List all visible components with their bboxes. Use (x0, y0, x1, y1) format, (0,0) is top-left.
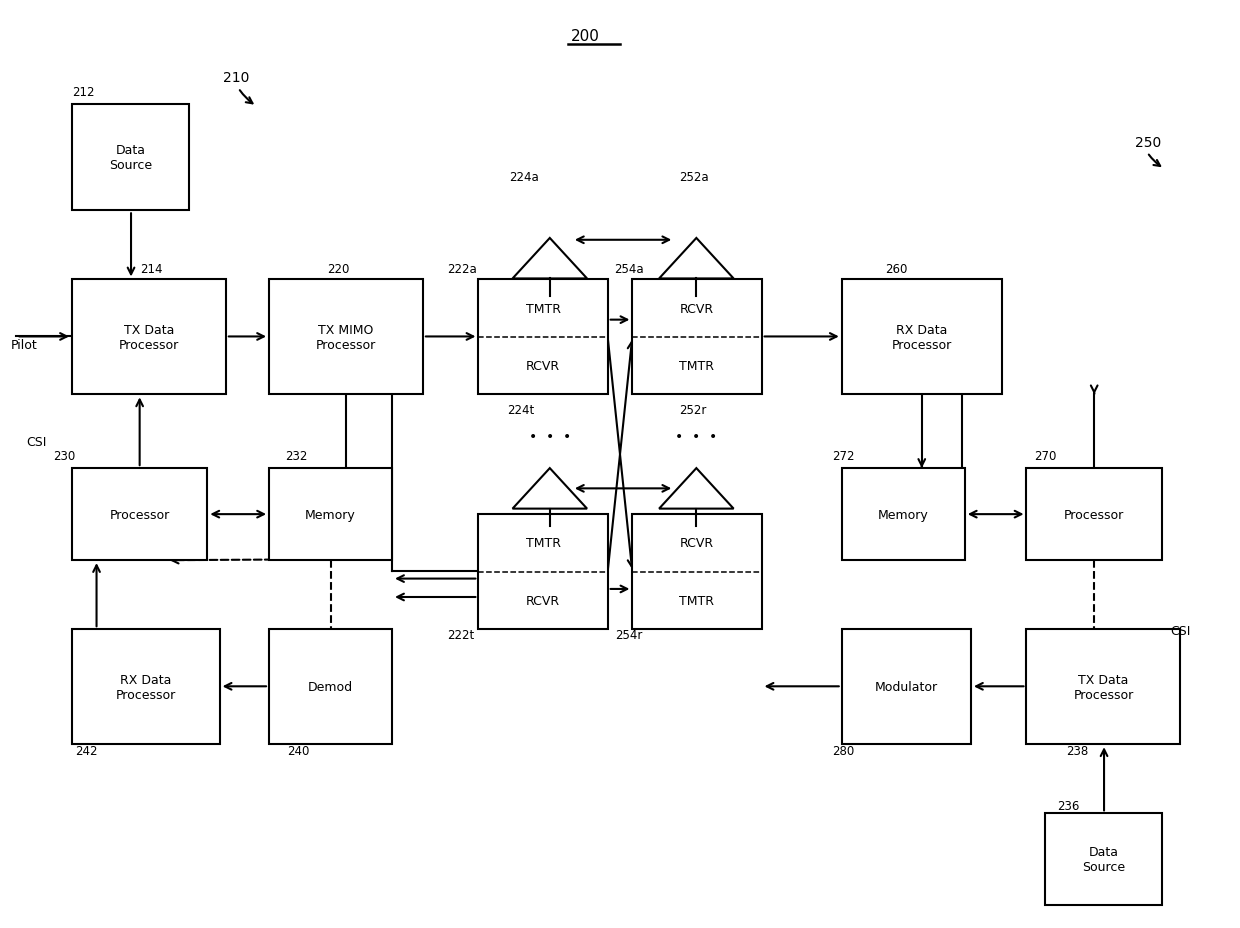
Text: TX Data
Processor: TX Data Processor (1074, 673, 1133, 701)
FancyBboxPatch shape (1027, 469, 1162, 561)
Text: TMTR: TMTR (680, 360, 714, 373)
FancyBboxPatch shape (269, 629, 392, 744)
Text: CSI: CSI (1171, 625, 1190, 638)
Text: RCVR: RCVR (680, 303, 714, 316)
Text: Pilot: Pilot (10, 339, 37, 352)
FancyBboxPatch shape (479, 515, 608, 629)
Text: Data
Source: Data Source (109, 144, 153, 173)
FancyBboxPatch shape (842, 469, 965, 561)
FancyBboxPatch shape (72, 105, 188, 211)
Text: 214: 214 (140, 263, 162, 276)
Text: RCVR: RCVR (526, 360, 560, 373)
FancyBboxPatch shape (1027, 629, 1180, 744)
Text: TX Data
Processor: TX Data Processor (119, 324, 179, 352)
Text: RX Data
Processor: RX Data Processor (892, 324, 952, 352)
Text: Data
Source: Data Source (1081, 845, 1125, 873)
Text: 240: 240 (288, 743, 310, 756)
Text: 242: 242 (76, 743, 98, 756)
Text: 232: 232 (285, 449, 308, 462)
FancyBboxPatch shape (269, 469, 392, 561)
Text: 212: 212 (72, 86, 94, 99)
FancyBboxPatch shape (842, 629, 971, 744)
FancyBboxPatch shape (842, 280, 1002, 395)
FancyBboxPatch shape (72, 629, 219, 744)
FancyBboxPatch shape (632, 280, 761, 395)
Text: 252r: 252r (680, 404, 707, 417)
FancyBboxPatch shape (269, 280, 423, 395)
Text: 250: 250 (1135, 135, 1161, 149)
Text: Processor: Processor (1064, 509, 1125, 522)
Text: 260: 260 (885, 263, 908, 276)
Text: 270: 270 (1034, 449, 1056, 462)
Text: Demod: Demod (308, 680, 353, 693)
Text: 224t: 224t (507, 404, 534, 417)
Text: 224a: 224a (510, 171, 539, 184)
Text: 238: 238 (1066, 743, 1089, 756)
Text: 230: 230 (53, 449, 76, 462)
Text: CSI: CSI (26, 435, 47, 448)
Text: 252a: 252a (680, 171, 709, 184)
Text: Modulator: Modulator (874, 680, 937, 693)
Text: •  •  •: • • • (528, 430, 570, 444)
FancyBboxPatch shape (632, 515, 761, 629)
Text: RX Data
Processor: RX Data Processor (115, 673, 176, 701)
FancyBboxPatch shape (72, 280, 226, 395)
Text: RCVR: RCVR (680, 536, 714, 549)
Text: Processor: Processor (109, 509, 170, 522)
FancyBboxPatch shape (479, 280, 608, 395)
Text: 272: 272 (832, 449, 854, 462)
Text: TMTR: TMTR (526, 536, 560, 549)
Text: 222t: 222t (448, 629, 475, 642)
Text: •  •  •: • • • (676, 430, 718, 444)
Text: TMTR: TMTR (680, 594, 714, 607)
Text: 254a: 254a (614, 263, 644, 276)
Text: 200: 200 (570, 29, 600, 44)
Text: 254r: 254r (615, 629, 642, 642)
Text: 210: 210 (223, 71, 249, 85)
Text: TMTR: TMTR (526, 303, 560, 316)
Text: 220: 220 (327, 263, 350, 276)
Text: 222a: 222a (448, 263, 477, 276)
Text: Memory: Memory (878, 509, 929, 522)
FancyBboxPatch shape (72, 469, 207, 561)
Text: RCVR: RCVR (526, 594, 560, 607)
Text: TX MIMO
Processor: TX MIMO Processor (316, 324, 376, 352)
Text: Memory: Memory (305, 509, 356, 522)
FancyBboxPatch shape (1045, 814, 1162, 906)
Text: 280: 280 (832, 743, 854, 756)
Text: 236: 236 (1058, 799, 1080, 812)
